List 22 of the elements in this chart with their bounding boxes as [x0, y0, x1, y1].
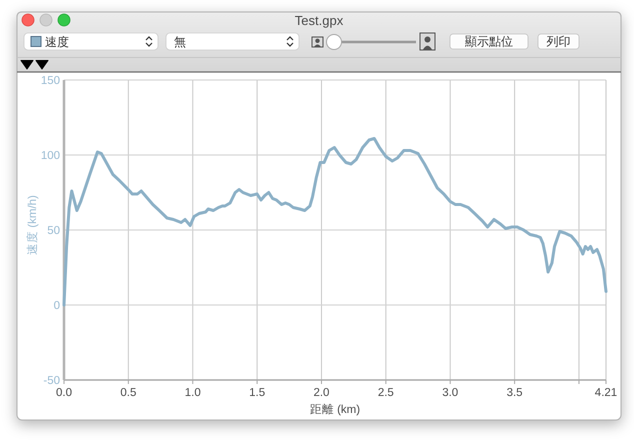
legend: 速度	[24, 32, 158, 50]
y-tick-label: 0	[54, 300, 60, 312]
x-tick-label: 2.5	[378, 387, 394, 399]
annotation: 無	[166, 32, 300, 50]
x-tick-label: 4.21	[594, 387, 618, 399]
y-tick-label: 50	[47, 225, 60, 237]
title: Test.gpx	[294, 13, 344, 28]
x-tick-label: 0.0	[56, 387, 72, 399]
annotation: 顯示點位	[450, 34, 528, 50]
y-axis-title: 速度 (km/h)	[27, 195, 39, 255]
x-tick-label: 1.0	[184, 387, 201, 399]
x-tick-label: 1.5	[249, 387, 266, 399]
x-axis-title: 距離 (km)	[310, 404, 360, 416]
x-tick-label: 3.0	[442, 387, 458, 399]
x-tick-label: 2.0	[313, 387, 330, 399]
x-tick-label: 3.5	[506, 387, 523, 399]
y-tick-label: 150	[40, 75, 60, 87]
x-tick-label: 0.5	[120, 387, 136, 399]
y-tick-label: -50	[43, 375, 60, 387]
y-tick-label: 100	[40, 150, 60, 162]
annotation: 列印	[538, 34, 580, 50]
legend-label: 速度	[45, 35, 69, 49]
